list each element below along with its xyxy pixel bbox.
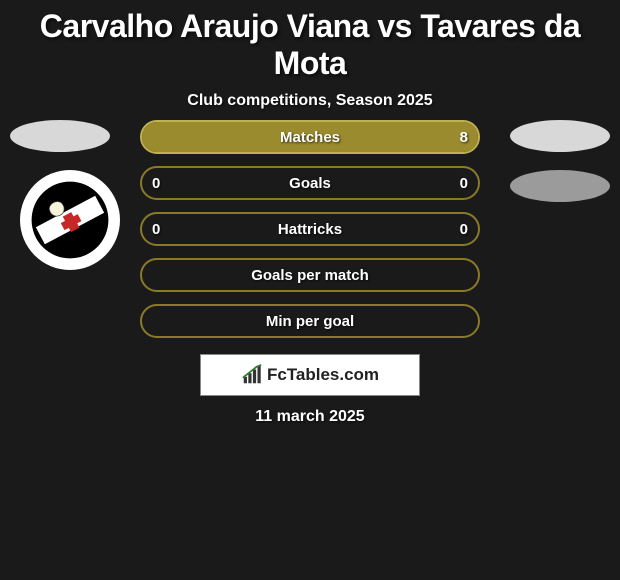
- stat-label: Goals: [289, 175, 331, 192]
- stat-row-min-per-goal: Min per goal: [140, 304, 480, 338]
- comparison-bars: Matches 8 0 Goals 0 0 Hattricks 0 Goals …: [140, 120, 480, 350]
- player1-club-badge: [20, 170, 120, 270]
- stat-right-value: 0: [460, 175, 468, 192]
- stat-right-value: 0: [460, 221, 468, 238]
- stat-row-goals-per-match: Goals per match: [140, 258, 480, 292]
- stat-label: Matches: [280, 129, 340, 146]
- vasco-crest-icon: [30, 180, 110, 260]
- player2-club-badge: [510, 170, 610, 202]
- page-title: Carvalho Araujo Viana vs Tavares da Mota: [0, 0, 620, 82]
- stat-left-value: 0: [152, 221, 160, 238]
- stat-row-hattricks: 0 Hattricks 0: [140, 212, 480, 246]
- stat-label: Hattricks: [278, 221, 342, 238]
- brand-attribution[interactable]: FcTables.com: [200, 354, 420, 396]
- page-subtitle: Club competitions, Season 2025: [0, 92, 620, 110]
- stat-left-value: 0: [152, 175, 160, 192]
- stat-label: Min per goal: [266, 313, 354, 330]
- stat-label: Goals per match: [251, 267, 369, 284]
- stat-row-matches: Matches 8: [140, 120, 480, 154]
- brand-text: FcTables.com: [267, 365, 379, 385]
- player1-avatar-placeholder: [10, 120, 110, 152]
- snapshot-date: 11 march 2025: [0, 408, 620, 426]
- player2-avatar-placeholder: [510, 120, 610, 152]
- bar-chart-icon: [241, 364, 263, 386]
- stat-right-value: 8: [460, 129, 468, 146]
- stat-row-goals: 0 Goals 0: [140, 166, 480, 200]
